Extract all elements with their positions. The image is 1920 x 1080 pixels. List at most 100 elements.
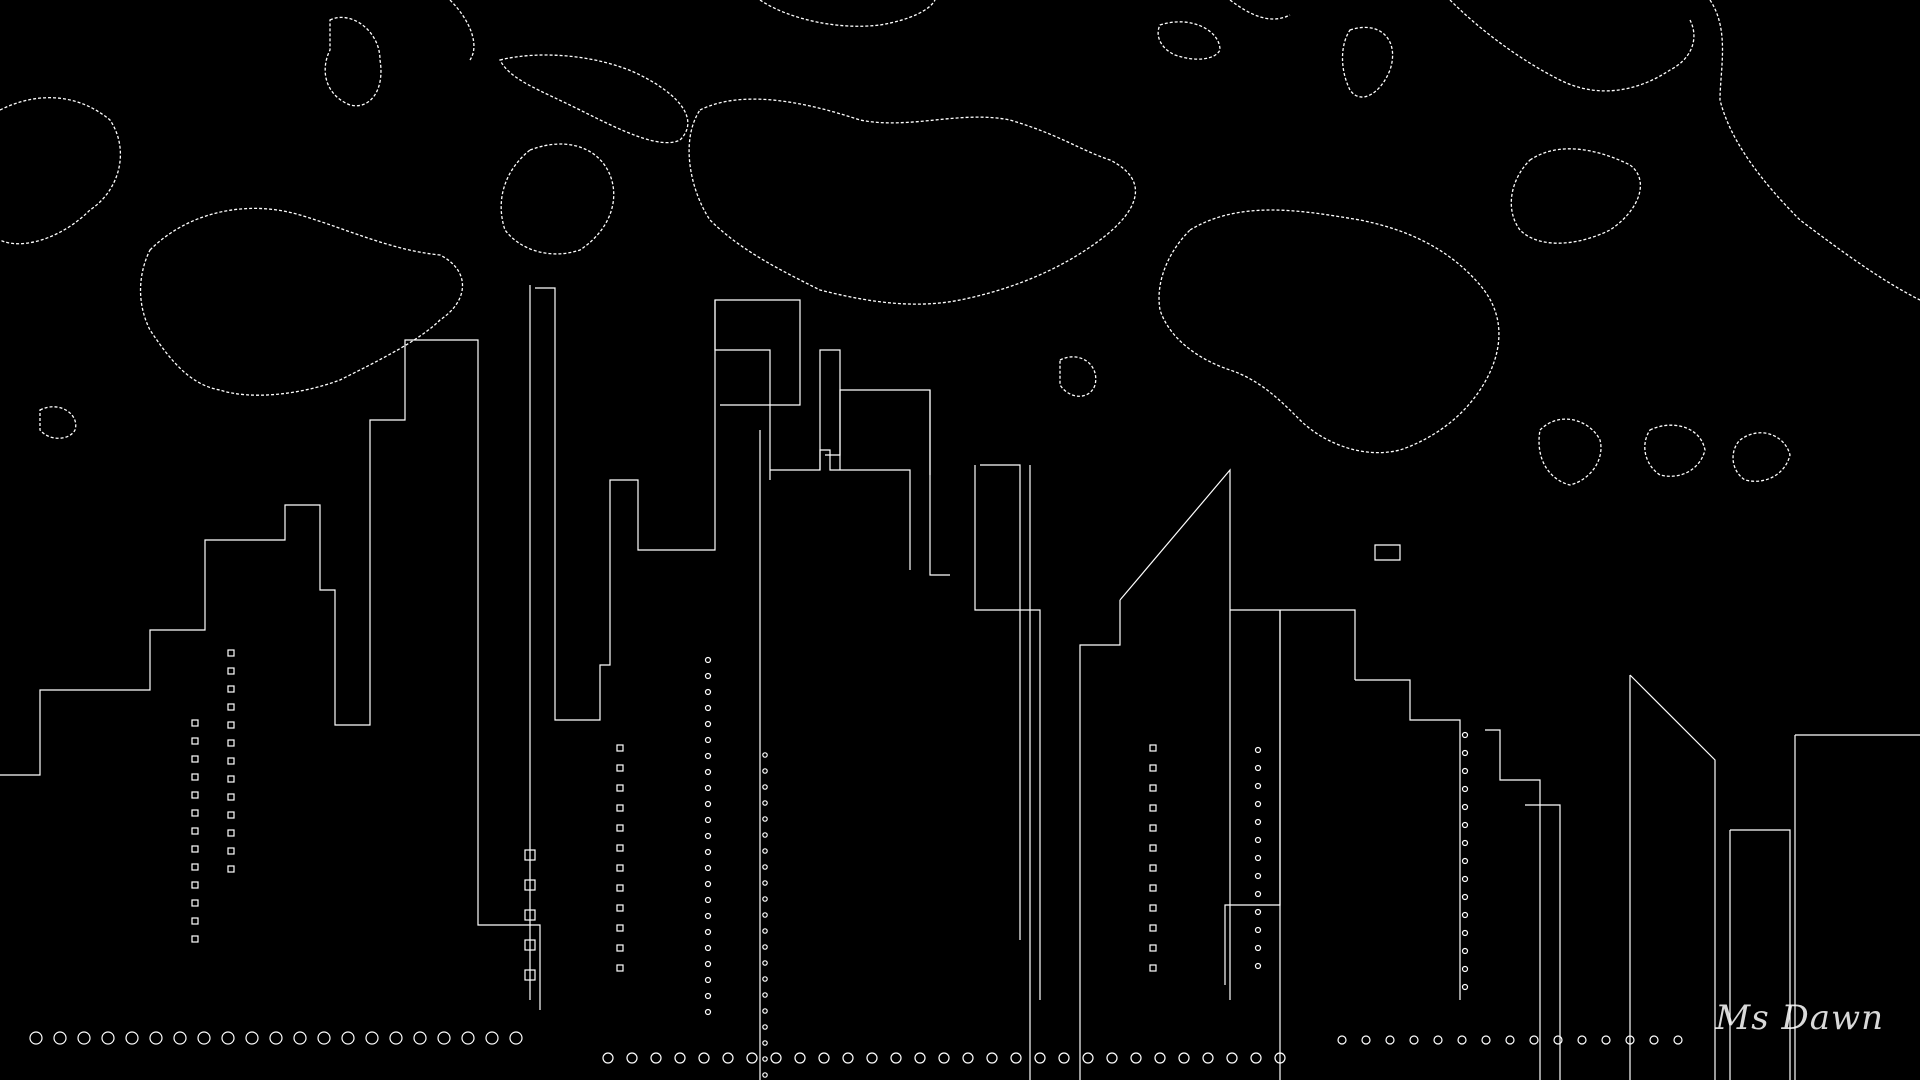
window-dot xyxy=(762,944,768,950)
window-square xyxy=(524,849,536,861)
window-dot xyxy=(704,896,712,904)
window-dot xyxy=(1254,746,1262,754)
window-dot xyxy=(704,752,712,760)
window-dot xyxy=(762,752,768,758)
window-dot xyxy=(1010,1052,1022,1064)
window-square xyxy=(191,773,199,781)
building xyxy=(1374,544,1401,561)
window-square xyxy=(616,744,624,752)
window-dot xyxy=(762,1040,768,1046)
cloud xyxy=(1059,356,1097,397)
window-dot xyxy=(29,1031,43,1045)
window-dot xyxy=(762,800,768,806)
window-dot xyxy=(704,944,712,952)
window-dot xyxy=(53,1031,67,1045)
window-dot xyxy=(1461,911,1469,919)
window-square xyxy=(1149,924,1157,932)
window-dot xyxy=(1461,893,1469,901)
window-dot xyxy=(962,1052,974,1064)
window-dot xyxy=(704,960,712,968)
window-dot xyxy=(1106,1052,1118,1064)
window-dot xyxy=(762,848,768,854)
window-dot xyxy=(1254,854,1262,862)
window-dot xyxy=(1461,767,1469,775)
window-dot xyxy=(1254,890,1262,898)
window-dot xyxy=(1130,1052,1142,1064)
window-square xyxy=(227,829,235,837)
building xyxy=(770,349,841,471)
window-dot xyxy=(1461,749,1469,757)
window-dot xyxy=(1254,908,1262,916)
window-dot xyxy=(485,1031,499,1045)
window-square xyxy=(616,964,624,972)
building xyxy=(0,339,541,1010)
window-square xyxy=(227,847,235,855)
window-dot xyxy=(762,1008,768,1014)
window-dot xyxy=(1577,1035,1587,1045)
window-dot xyxy=(704,864,712,872)
window-dot xyxy=(1082,1052,1094,1064)
cloud xyxy=(39,406,77,439)
window-dot xyxy=(1226,1052,1238,1064)
window-square xyxy=(524,969,536,981)
window-dot xyxy=(704,800,712,808)
cloud xyxy=(139,207,464,396)
window-dot xyxy=(704,688,712,696)
window-dot xyxy=(1625,1035,1635,1045)
window-dot xyxy=(1409,1035,1419,1045)
window-dot xyxy=(1254,872,1262,880)
window-dot xyxy=(1529,1035,1539,1045)
window-dot xyxy=(77,1031,91,1045)
window-square xyxy=(191,935,199,943)
window-dot xyxy=(149,1031,163,1045)
window-square xyxy=(1149,884,1157,892)
window-square xyxy=(227,685,235,693)
window-dot xyxy=(1673,1035,1683,1045)
cloud xyxy=(1229,0,1291,20)
window-square xyxy=(1149,824,1157,832)
building xyxy=(980,464,1021,940)
window-square xyxy=(227,703,235,711)
window-dot xyxy=(986,1052,998,1064)
cloud xyxy=(1449,0,1695,92)
window-dot xyxy=(1649,1035,1659,1045)
window-dot xyxy=(1457,1035,1467,1045)
cloud xyxy=(0,97,122,245)
window-dot xyxy=(1553,1035,1563,1045)
cloud xyxy=(1538,418,1602,486)
window-dot xyxy=(762,912,768,918)
window-square xyxy=(524,909,536,921)
window-square xyxy=(616,924,624,932)
window-dot xyxy=(698,1052,710,1064)
window-dot xyxy=(197,1031,211,1045)
window-dot xyxy=(1461,731,1469,739)
window-dot xyxy=(413,1031,427,1045)
window-dot xyxy=(1178,1052,1190,1064)
window-square xyxy=(616,884,624,892)
building xyxy=(1119,468,1231,1000)
window-square xyxy=(191,737,199,745)
window-square xyxy=(1149,744,1157,752)
window-dot xyxy=(762,928,768,934)
window-dot xyxy=(1461,785,1469,793)
window-dot xyxy=(704,992,712,1000)
window-dot xyxy=(1461,857,1469,865)
window-dot xyxy=(125,1031,139,1045)
window-square xyxy=(616,844,624,852)
window-dot xyxy=(1154,1052,1166,1064)
window-dot xyxy=(437,1031,451,1045)
window-square xyxy=(227,739,235,747)
window-square xyxy=(524,939,536,951)
window-square xyxy=(616,944,624,952)
window-dot xyxy=(704,768,712,776)
window-square xyxy=(1149,964,1157,972)
window-square xyxy=(616,864,624,872)
window-dot xyxy=(626,1052,638,1064)
building xyxy=(1730,829,1791,1080)
window-dot xyxy=(1254,962,1262,970)
window-dot xyxy=(722,1052,734,1064)
window-dot xyxy=(1505,1035,1515,1045)
window-square xyxy=(1149,784,1157,792)
